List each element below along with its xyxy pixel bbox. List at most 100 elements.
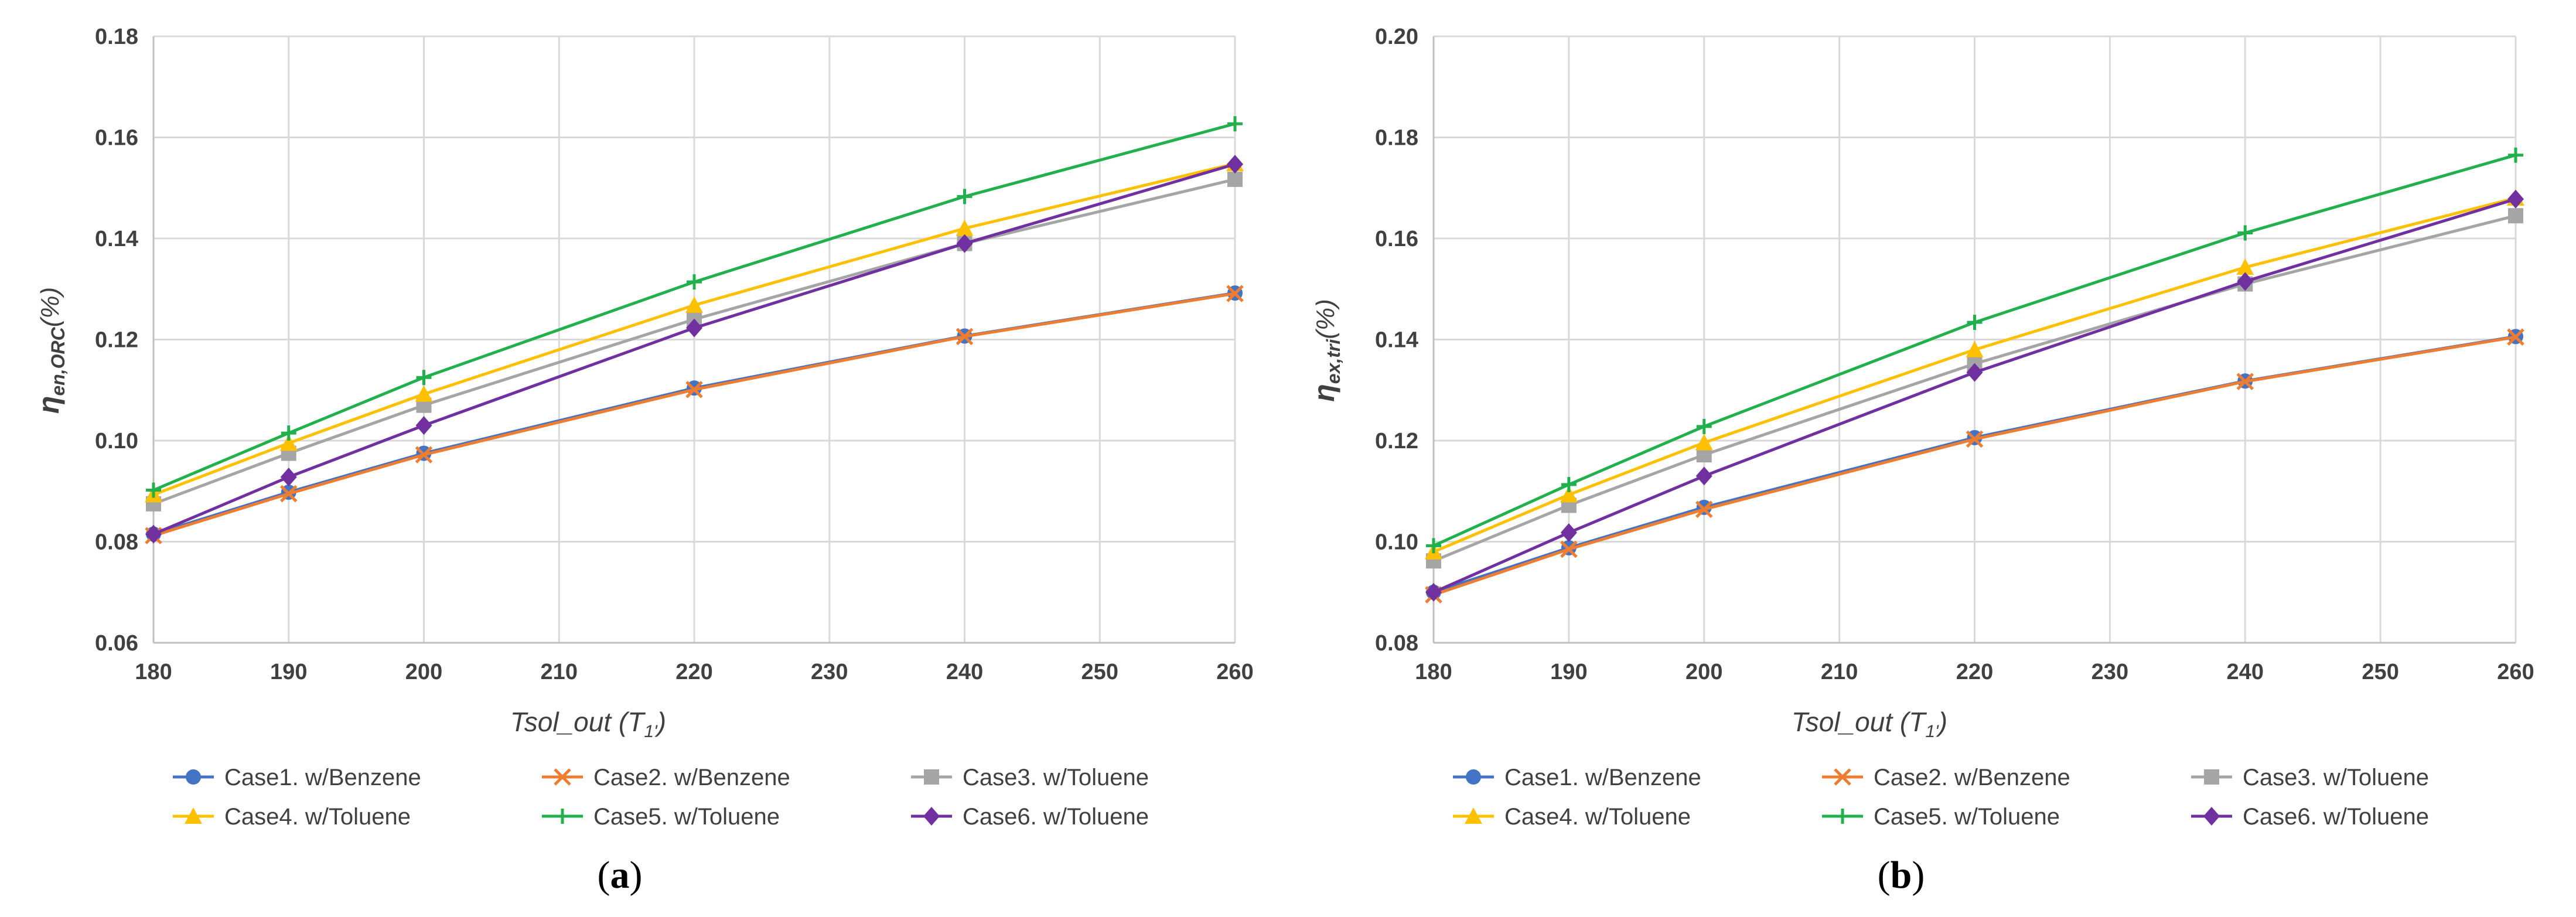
data-point [2237, 272, 2254, 291]
data-point [1696, 418, 1712, 434]
y-tick-label: 0.16 [1375, 227, 1418, 251]
x-tick-label: 240 [2227, 660, 2264, 684]
series-line [153, 122, 1236, 492]
series-line [1433, 196, 2516, 554]
panel-label: (b) [1878, 854, 1925, 896]
data-point [2236, 373, 2254, 390]
x-tick-label: 240 [946, 660, 983, 684]
series-6 [145, 155, 1243, 544]
y-tick-label: 0.20 [1375, 25, 1418, 49]
legend-label: Case3. w/Toluene [963, 765, 1149, 790]
legend-marker [1465, 807, 1482, 824]
x-tick-label: 210 [541, 660, 578, 684]
x-tick-label: 190 [1550, 660, 1587, 684]
data-point [415, 446, 433, 463]
series-line [1433, 214, 2516, 563]
data-point [1966, 340, 1984, 357]
legend-entry: Case4. w/Toluene [173, 804, 411, 830]
legend-entry: Case3. w/Toluene [911, 765, 1149, 790]
legend-marker [923, 807, 940, 826]
legend-entry: Case4. w/Toluene [1453, 804, 1691, 830]
series-line [153, 292, 1236, 537]
x-tick-label: 250 [1081, 660, 1118, 684]
legend-label: Case4. w/Toluene [1504, 804, 1691, 830]
gridlines [152, 35, 1236, 644]
data-point [1560, 486, 1578, 503]
series-5 [1426, 147, 2523, 554]
y-tick-label: 0.12 [1375, 429, 1418, 454]
data-point [1227, 155, 1243, 174]
data-point [956, 328, 974, 346]
data-point [2236, 258, 2254, 275]
y-tick-label: 0.06 [95, 631, 138, 656]
legend-label: Case5. w/Toluene [1874, 804, 2060, 830]
legend-label: Case6. w/Toluene [963, 804, 1149, 830]
chart-panel-a: ηen,ORC(%) Tsol_out (T1') (a) 180 190 200 2… [32, 25, 1254, 896]
data-point [1425, 582, 1442, 602]
data-point [1695, 500, 1713, 519]
legend-label: Case2. w/Benzene [593, 765, 790, 790]
legend-marker [186, 769, 201, 785]
data-point [1561, 477, 1577, 493]
data-point [2237, 225, 2253, 241]
data-point [1226, 285, 1244, 302]
y-tick-label: 0.10 [1375, 530, 1418, 555]
data-point [956, 219, 974, 236]
legend-marker [554, 768, 571, 786]
legend-label: Case2. w/Benzene [1874, 765, 2070, 790]
data-point [279, 434, 298, 451]
legend-marker [2204, 769, 2219, 785]
legend-marker [185, 807, 202, 824]
x-tick-label: 200 [405, 660, 442, 684]
series-2 [145, 285, 1244, 544]
x-tick-label: 200 [1686, 660, 1722, 684]
y-tick-label: 0.10 [95, 429, 138, 454]
data-point [1967, 315, 1983, 330]
legend-entry: Case1. w/Benzene [1453, 765, 1701, 790]
series-line [1433, 335, 2516, 596]
data-point [1560, 523, 1577, 542]
y-tick-label: 0.18 [1375, 126, 1418, 151]
series-6 [1425, 189, 2524, 602]
x-tick-label: 210 [1821, 660, 1858, 684]
y-tick-label: 0.08 [95, 530, 138, 555]
y-tick-label: 0.16 [95, 126, 138, 151]
legend-label: Case5. w/Toluene [593, 804, 780, 830]
x-tick-label: 230 [2091, 660, 2128, 684]
x-tick-label: 260 [1216, 660, 1253, 684]
legend-entry: Case5. w/Toluene [542, 804, 780, 830]
panel-label: (a) [598, 854, 643, 896]
data-point [1560, 540, 1578, 558]
x-tick-label: 250 [2362, 660, 2398, 684]
data-point [1695, 434, 1713, 451]
legend-marker [1834, 768, 1851, 786]
series-line [1432, 197, 2516, 594]
data-point [416, 370, 432, 386]
data-point [2508, 147, 2523, 163]
data-point [1227, 172, 1243, 188]
data-point [685, 381, 703, 398]
legend-entry: Case1. w/Benzene [173, 765, 421, 790]
series-line [153, 162, 1236, 536]
y-axis-label: ηen,ORC(%) [32, 287, 69, 414]
y-tick-label: 0.14 [1375, 328, 1418, 353]
x-tick-label: 180 [135, 660, 172, 684]
y-axis-label: ηex,tri(%) [1308, 299, 1344, 401]
data-point [281, 425, 296, 441]
legend-entry: Case6. w/Toluene [2191, 804, 2429, 830]
y-tick-label: 0.08 [1375, 631, 1418, 656]
y-tick-label: 0.12 [95, 328, 138, 353]
legend-entry: Case6. w/Toluene [911, 804, 1149, 830]
legend-entry: Case5. w/Toluene [1822, 804, 2060, 830]
data-point [415, 416, 432, 435]
data-point [687, 274, 702, 290]
x-axis-label: Tsol_out (T1') [1792, 707, 1947, 741]
legend-marker [1835, 809, 1850, 824]
legend-entry: Case3. w/Toluene [2191, 765, 2429, 790]
data-point [2507, 328, 2524, 346]
legend-label: Case6. w/Toluene [2243, 804, 2429, 830]
legend-entry: Case2. w/Benzene [542, 765, 790, 790]
y-tick-label: 0.14 [95, 227, 138, 251]
